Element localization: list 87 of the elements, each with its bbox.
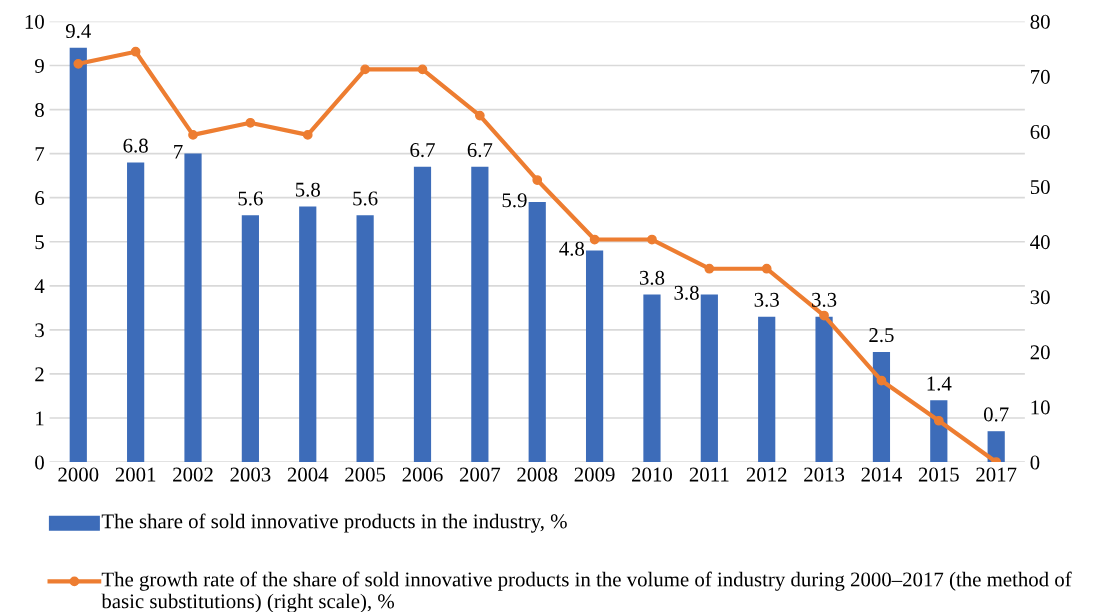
y2-tick-label: 20 bbox=[1030, 345, 1050, 360]
bar bbox=[585, 250, 604, 463]
x-tick-label: 2002 bbox=[173, 467, 213, 482]
bar bbox=[241, 215, 259, 463]
y-tick-label: 9 bbox=[34, 58, 44, 73]
y2-tick-label: 80 bbox=[1030, 14, 1050, 29]
x-tick-label: 2000 bbox=[58, 467, 99, 482]
x-tick-label: 2014 bbox=[861, 467, 902, 482]
bar bbox=[356, 215, 374, 463]
data-label: 2.5 bbox=[869, 328, 894, 343]
bar bbox=[127, 162, 145, 463]
data-label: 1.4 bbox=[927, 376, 952, 391]
x-tick-label: 2010 bbox=[632, 467, 672, 482]
x-tick-label: 2013 bbox=[804, 467, 845, 482]
x-tick-label: 2017 bbox=[976, 467, 1017, 482]
point bbox=[130, 46, 141, 57]
point bbox=[417, 64, 428, 75]
data-label: 4.8 bbox=[559, 241, 585, 256]
data-label: 6.8 bbox=[123, 138, 148, 153]
x-tick-label: 2012 bbox=[746, 467, 787, 482]
y2-tick-label: 0 bbox=[1030, 455, 1040, 470]
data-label: 5.6 bbox=[238, 191, 263, 206]
x-tick-label: 2004 bbox=[287, 467, 329, 482]
y-tick-label: 2 bbox=[35, 367, 44, 382]
x-tick-label: 2006 bbox=[402, 467, 443, 482]
point bbox=[73, 58, 84, 69]
data-label: 0.7 bbox=[983, 407, 1009, 422]
x-tick-label: 2015 bbox=[918, 467, 959, 482]
point bbox=[302, 130, 313, 140]
x-tick-label: 2009 bbox=[574, 467, 615, 482]
y-tick-label: 3 bbox=[35, 323, 44, 338]
y2-tick-label: 10 bbox=[1031, 400, 1050, 415]
data-label: 5.9 bbox=[502, 193, 527, 208]
y-tick-label: 1 bbox=[36, 411, 44, 426]
legend-label: The share of sold innovative products in the industry, % bbox=[101, 513, 567, 533]
y-tick-label: 8 bbox=[35, 102, 44, 117]
bar bbox=[184, 153, 202, 463]
bar bbox=[528, 202, 546, 463]
y2-tick-label: 40 bbox=[1030, 235, 1050, 250]
bar bbox=[872, 351, 891, 463]
data-label: 6.7 bbox=[410, 143, 435, 158]
y-tick-label: 7 bbox=[35, 147, 45, 161]
y2-tick-label: 70 bbox=[1031, 69, 1050, 84]
y2-tick-label: 30 bbox=[1030, 290, 1050, 305]
point bbox=[532, 175, 543, 185]
data-label: 6.7 bbox=[467, 143, 493, 158]
bar bbox=[700, 294, 718, 463]
point bbox=[360, 64, 370, 75]
data-label: 9.4 bbox=[65, 24, 91, 39]
data-label: 5.6 bbox=[353, 191, 378, 206]
bar bbox=[69, 47, 87, 463]
y2-tick-label: 60 bbox=[1030, 124, 1050, 140]
legend-label: The growth rate of the share of sold innovative products in the volume of industry during 2000–2017 (the method of basic substitutions) (right scale), % bbox=[101, 571, 1072, 612]
x-tick-label: 2007 bbox=[459, 467, 501, 482]
data-label: 3.3 bbox=[812, 292, 837, 307]
bar bbox=[758, 316, 776, 463]
bar bbox=[643, 294, 661, 463]
x-tick-label: 2011 bbox=[689, 467, 729, 482]
data-label: 3.8 bbox=[674, 285, 699, 300]
x-tick-label: 2003 bbox=[230, 467, 271, 482]
y-tick-label: 0 bbox=[35, 455, 44, 470]
point bbox=[761, 263, 772, 274]
point bbox=[245, 117, 256, 128]
bar bbox=[299, 206, 317, 463]
x-tick-label: 2005 bbox=[345, 467, 386, 482]
point bbox=[704, 263, 715, 274]
x-tick-label: 2008 bbox=[517, 467, 558, 482]
data-label: 5.8 bbox=[295, 182, 320, 197]
point bbox=[933, 415, 944, 426]
point bbox=[876, 375, 887, 386]
y-tick-label: 5 bbox=[35, 235, 44, 250]
point bbox=[647, 234, 657, 245]
point bbox=[188, 130, 198, 140]
point bbox=[474, 110, 485, 121]
bar bbox=[815, 316, 833, 463]
y-tick-label: 6 bbox=[35, 191, 45, 206]
data-label: 7 bbox=[174, 144, 183, 159]
data-label: 3.3 bbox=[754, 292, 779, 307]
bar bbox=[471, 166, 489, 463]
y-tick-label: 10 bbox=[25, 14, 44, 29]
point bbox=[589, 234, 600, 245]
bar bbox=[413, 166, 432, 463]
data-label: 3.8 bbox=[639, 270, 665, 285]
x-tick-label: 2001 bbox=[115, 467, 156, 482]
y2-tick-label: 50 bbox=[1030, 180, 1050, 195]
y-tick-label: 4 bbox=[34, 279, 45, 294]
point bbox=[819, 310, 829, 321]
